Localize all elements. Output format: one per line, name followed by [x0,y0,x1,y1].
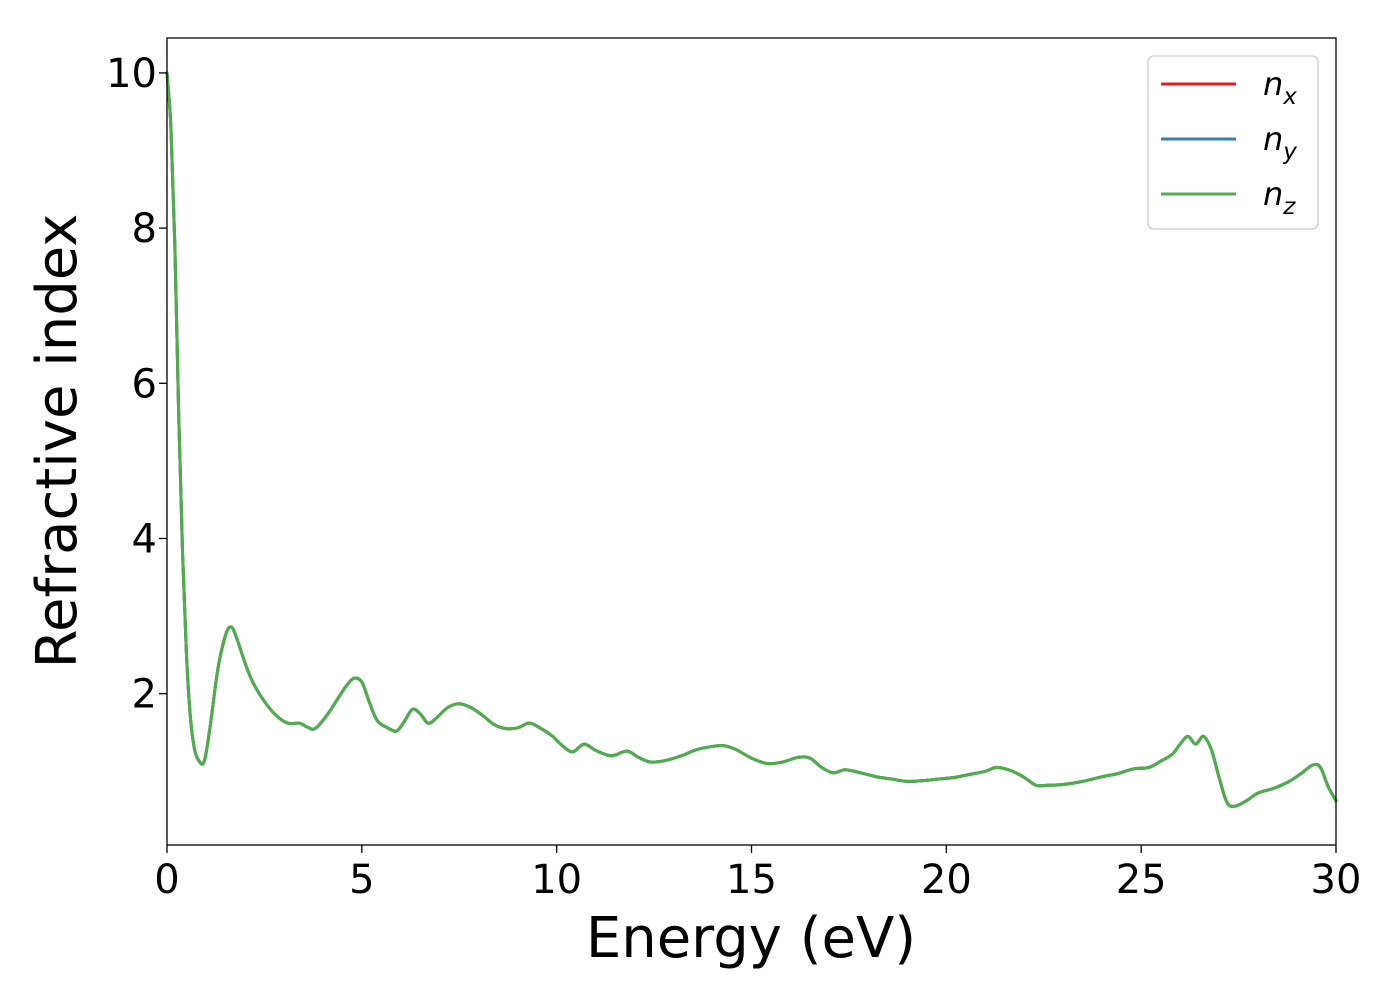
y-axis-label: Refractive index [25,214,90,669]
x-axis-label: Energy (eV) [586,906,916,971]
legend-box [1147,55,1319,230]
y-tick-label: 8 [132,206,157,252]
legend-label-nz: nz [1263,175,1296,220]
x-tick-label: 20 [921,857,972,903]
y-tick-label: 4 [132,516,157,562]
legend-label-nx: nx [1263,65,1297,110]
legend: nx ny nz [1147,55,1319,230]
y-tick-label: 2 [132,672,157,718]
x-tick-label: 15 [726,857,777,903]
x-tick-label: 0 [154,857,179,903]
x-tick-label: 25 [1116,857,1167,903]
x-tick-label: 5 [349,857,374,903]
legend-label-ny: ny [1263,120,1297,165]
y-tick-label: 6 [132,361,157,407]
x-axis: 0 5 10 15 20 25 30 [154,845,1361,903]
y-tick-label: 10 [106,51,157,97]
y-axis: 2 4 6 8 10 [106,51,167,718]
series-layer [165,71,1338,808]
series-line-nz [165,71,1338,808]
x-tick-label: 10 [531,857,582,903]
x-tick-label: 30 [1311,857,1362,903]
